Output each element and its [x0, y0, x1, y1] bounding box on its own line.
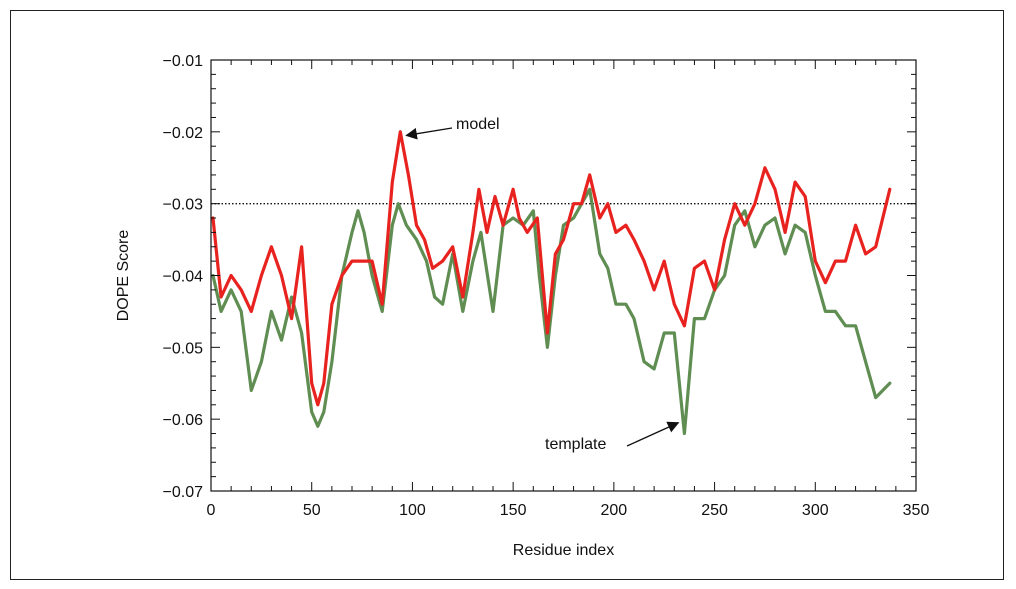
annotation-label-template: template — [545, 436, 606, 453]
y-tick-label: −0.05 — [163, 340, 204, 357]
series-line-model — [211, 130, 892, 407]
y-tick-label: −0.03 — [163, 197, 204, 214]
y-tick-label: −0.01 — [163, 53, 204, 70]
x-tick-label: 150 — [500, 502, 527, 519]
y-tick-label: −0.02 — [163, 125, 204, 142]
figure-frame — [10, 10, 1004, 580]
annotation-arrow-template — [626, 421, 680, 447]
x-tick-label: 350 — [903, 502, 930, 519]
y-tick-label: −0.04 — [163, 269, 204, 286]
y-tick-label: −0.07 — [163, 484, 204, 501]
y-axis-title: DOPE Score — [115, 230, 132, 322]
annotation-arrow-model — [405, 127, 453, 140]
x-tick-label: 250 — [701, 502, 728, 519]
x-tick-label: 200 — [601, 502, 628, 519]
x-tick-label: 100 — [399, 502, 426, 519]
x-axis-title: Residue index — [513, 542, 614, 559]
x-tick-label: 0 — [207, 502, 216, 519]
annotation-label-model: model — [456, 116, 500, 133]
y-tick-label: −0.06 — [163, 412, 204, 429]
x-tick-label: 50 — [303, 502, 321, 519]
x-tick-label: 300 — [802, 502, 829, 519]
series-line-template — [211, 187, 892, 436]
